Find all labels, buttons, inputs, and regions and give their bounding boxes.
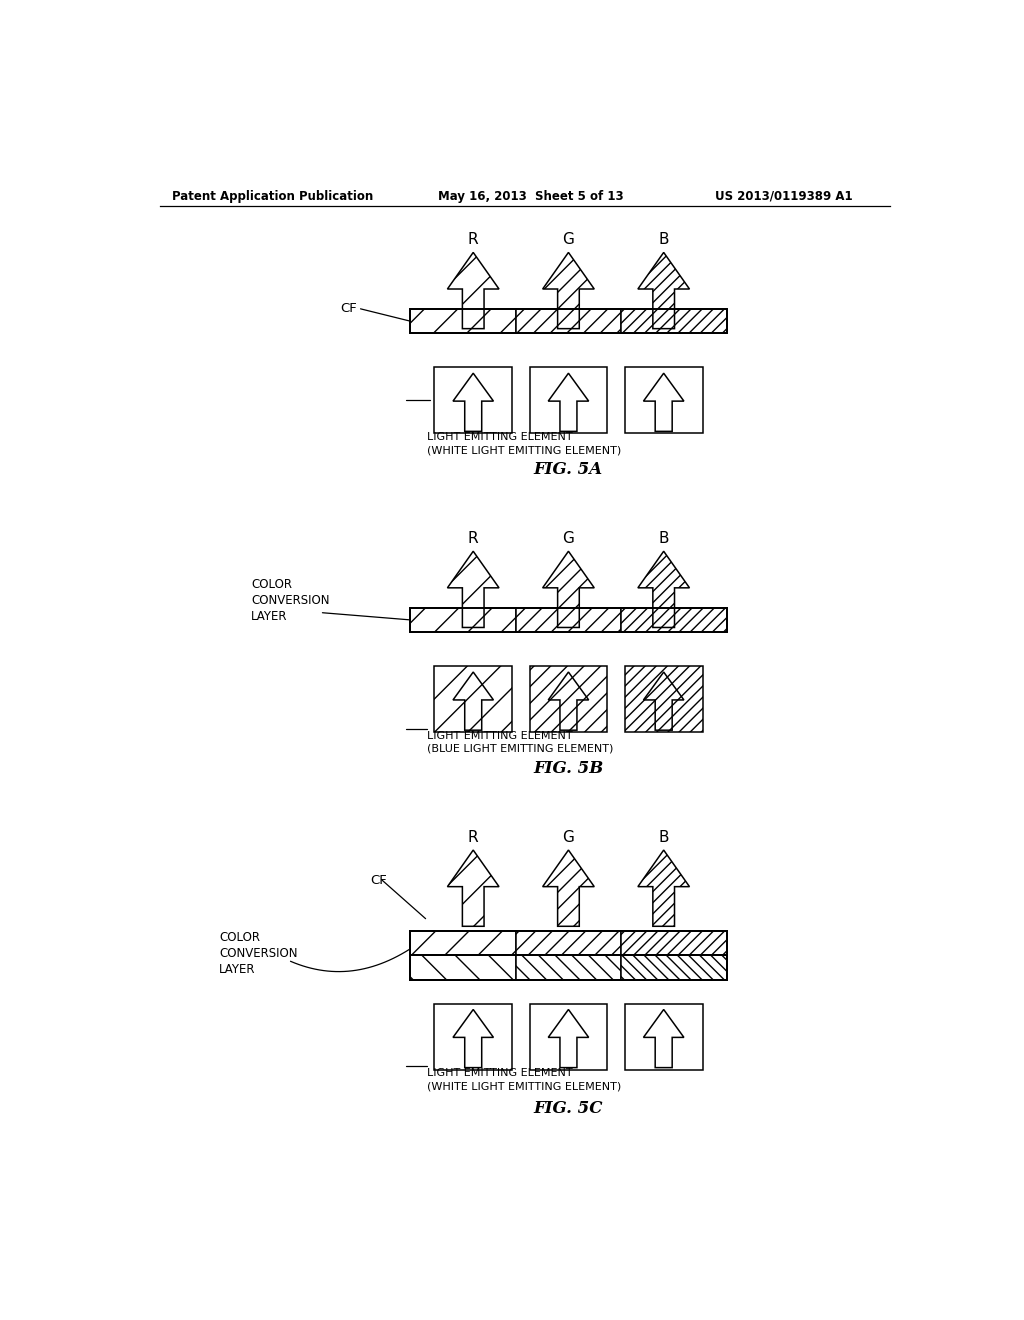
Text: FIG. 5B: FIG. 5B: [534, 760, 603, 776]
Polygon shape: [543, 252, 594, 329]
Text: FIG. 5C: FIG. 5C: [534, 1101, 603, 1117]
Bar: [410, 309, 727, 333]
Bar: [410, 956, 727, 979]
Bar: [434, 667, 512, 733]
Text: CF: CF: [341, 302, 357, 315]
Text: R: R: [468, 232, 478, 247]
Polygon shape: [548, 374, 589, 432]
Bar: [625, 367, 702, 433]
Text: Patent Application Publication: Patent Application Publication: [172, 190, 373, 202]
Text: G: G: [562, 531, 574, 546]
Polygon shape: [643, 374, 684, 432]
Polygon shape: [638, 552, 689, 627]
Bar: [622, 607, 727, 632]
Polygon shape: [548, 672, 589, 730]
Polygon shape: [453, 374, 494, 432]
Bar: [410, 931, 727, 979]
Polygon shape: [638, 850, 689, 927]
Bar: [529, 367, 607, 433]
Text: May 16, 2013  Sheet 5 of 13: May 16, 2013 Sheet 5 of 13: [437, 190, 624, 202]
Bar: [410, 956, 515, 979]
Bar: [515, 931, 622, 956]
Bar: [529, 1003, 607, 1069]
Bar: [410, 931, 515, 956]
Text: B: B: [658, 531, 669, 546]
Text: CF: CF: [370, 874, 387, 887]
Polygon shape: [453, 672, 494, 730]
Polygon shape: [643, 1010, 684, 1068]
Polygon shape: [543, 552, 594, 627]
Text: B: B: [658, 232, 669, 247]
Text: COLOR
CONVERSION
LAYER: COLOR CONVERSION LAYER: [219, 931, 298, 975]
Text: FIG. 5A: FIG. 5A: [534, 461, 603, 478]
Text: LIGHT EMITTING ELEMENT: LIGHT EMITTING ELEMENT: [427, 432, 572, 442]
Bar: [515, 607, 622, 632]
Bar: [410, 309, 515, 333]
Text: COLOR
CONVERSION
LAYER: COLOR CONVERSION LAYER: [251, 578, 330, 623]
Polygon shape: [643, 672, 684, 730]
Polygon shape: [543, 850, 594, 927]
Bar: [410, 931, 727, 956]
Text: R: R: [468, 531, 478, 546]
Text: B: B: [658, 830, 669, 845]
Text: (WHITE LIGHT EMITTING ELEMENT): (WHITE LIGHT EMITTING ELEMENT): [427, 445, 622, 455]
Polygon shape: [447, 252, 499, 329]
Bar: [622, 931, 727, 956]
Polygon shape: [638, 252, 689, 329]
Bar: [515, 309, 622, 333]
Polygon shape: [447, 552, 499, 627]
Text: US 2013/0119389 A1: US 2013/0119389 A1: [715, 190, 853, 202]
Bar: [622, 956, 727, 979]
Bar: [410, 607, 727, 632]
Bar: [622, 309, 727, 333]
Polygon shape: [453, 1010, 494, 1068]
Bar: [515, 956, 622, 979]
Text: LIGHT EMITTING ELEMENT: LIGHT EMITTING ELEMENT: [427, 731, 572, 741]
Text: (WHITE LIGHT EMITTING ELEMENT): (WHITE LIGHT EMITTING ELEMENT): [427, 1081, 622, 1092]
Bar: [410, 607, 515, 632]
Bar: [434, 1003, 512, 1069]
Polygon shape: [548, 1010, 589, 1068]
Polygon shape: [447, 850, 499, 927]
Bar: [625, 667, 702, 733]
Bar: [625, 1003, 702, 1069]
Text: (BLUE LIGHT EMITTING ELEMENT): (BLUE LIGHT EMITTING ELEMENT): [427, 744, 613, 754]
Text: G: G: [562, 830, 574, 845]
Text: R: R: [468, 830, 478, 845]
Bar: [529, 667, 607, 733]
Bar: [434, 367, 512, 433]
Text: LIGHT EMITTING ELEMENT: LIGHT EMITTING ELEMENT: [427, 1068, 572, 1078]
Text: G: G: [562, 232, 574, 247]
